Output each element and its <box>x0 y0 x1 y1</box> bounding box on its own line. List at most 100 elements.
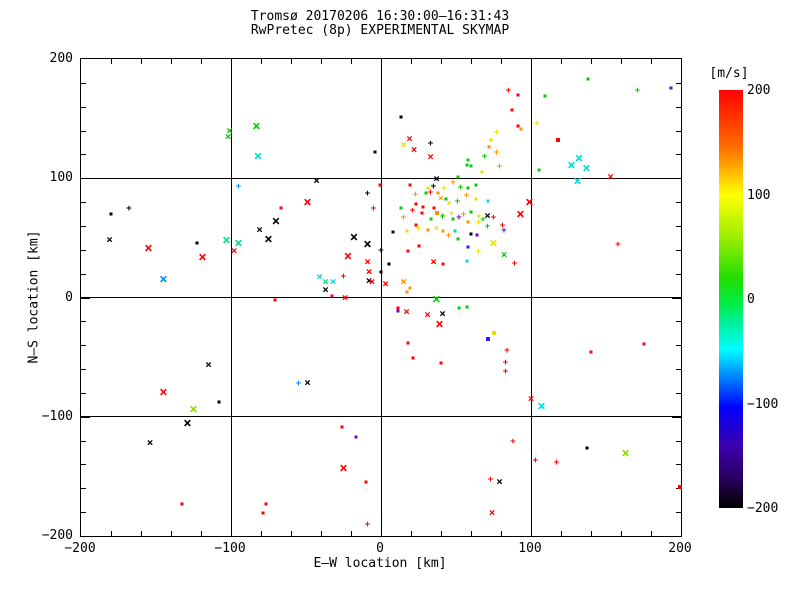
x-axis-tick <box>231 527 232 536</box>
data-point: × <box>496 475 503 489</box>
data-point <box>396 306 399 310</box>
x-axis-tick <box>381 527 382 536</box>
data-point <box>456 175 459 179</box>
data-point: × <box>400 275 407 289</box>
data-point: + <box>415 223 422 234</box>
x-tick-label: 100 <box>518 541 542 556</box>
data-point: + <box>463 191 470 202</box>
data-point <box>466 245 470 249</box>
colorbar-tick-label: 100 <box>747 187 771 203</box>
data-point: + <box>502 358 509 369</box>
data-point: + <box>510 437 516 448</box>
data-point <box>264 502 267 506</box>
data-point <box>447 201 450 205</box>
data-point <box>486 199 489 203</box>
data-point: + <box>400 212 407 223</box>
data-point: + <box>427 138 434 149</box>
x-axis-tick <box>561 531 562 536</box>
data-point <box>273 298 276 302</box>
y-axis-tick <box>676 154 681 156</box>
data-point <box>444 197 447 201</box>
data-point: + <box>481 152 488 163</box>
y-axis-tick <box>676 202 681 204</box>
data-point <box>217 400 221 404</box>
data-point: + <box>634 86 641 97</box>
data-point <box>510 108 513 112</box>
y-axis-tick <box>81 297 90 299</box>
data-point <box>420 211 423 215</box>
y-tick-label: 200 <box>49 51 73 66</box>
data-point: + <box>493 148 500 159</box>
x-axis-tick <box>291 59 292 64</box>
data-point: × <box>488 506 496 520</box>
data-point <box>379 270 383 274</box>
data-point: + <box>484 222 491 233</box>
y-axis-tick <box>81 321 86 323</box>
data-point: × <box>339 460 348 477</box>
data-point <box>466 220 470 224</box>
data-point: + <box>456 212 462 223</box>
data-point <box>279 206 282 210</box>
data-point <box>436 191 440 195</box>
data-point <box>477 214 480 218</box>
data-point: × <box>363 236 372 253</box>
y-axis-tick <box>672 178 681 180</box>
data-point <box>391 230 395 234</box>
x-axis-tick <box>351 531 352 536</box>
data-point: × <box>234 235 243 252</box>
data-point: × <box>573 173 582 190</box>
y-tick-label: 100 <box>49 170 73 186</box>
y-tick-label: −100 <box>41 408 73 424</box>
data-point: × <box>343 248 353 265</box>
data-point: × <box>427 149 434 163</box>
data-point: × <box>230 244 238 258</box>
data-point: × <box>484 209 491 223</box>
colorbar-tick-label: 200 <box>747 83 771 98</box>
y-axis-tick <box>81 225 86 227</box>
data-point: + <box>480 215 486 226</box>
y-tick-label: 0 <box>65 289 73 305</box>
data-point: × <box>537 398 546 415</box>
data-point <box>451 217 455 221</box>
x-axis-tick <box>651 531 652 536</box>
data-point: × <box>403 304 410 318</box>
data-point <box>421 205 425 209</box>
gridline-horizontal <box>81 177 681 179</box>
data-point <box>543 94 546 98</box>
x-axis-tick <box>111 59 112 64</box>
y-axis-tick <box>676 369 681 371</box>
colorbar-gradient <box>719 90 743 508</box>
data-point <box>466 186 470 190</box>
y-axis-tick <box>81 488 86 490</box>
x-axis-tick <box>381 59 382 68</box>
x-axis-tick <box>591 59 592 64</box>
data-point <box>441 213 444 217</box>
data-point: + <box>378 246 384 257</box>
chart-title-line2: RwPretec (8p) EXPERIMENTAL SKYMAP <box>250 23 510 38</box>
data-point <box>474 183 477 187</box>
data-point: + <box>475 247 482 258</box>
data-point: × <box>368 275 376 289</box>
data-point: + <box>409 205 416 216</box>
y-axis-tick <box>676 321 681 323</box>
data-point: × <box>189 401 198 418</box>
data-point <box>434 210 439 215</box>
x-axis-tick <box>141 59 142 64</box>
x-axis-tick <box>261 59 262 64</box>
data-point <box>677 485 682 490</box>
x-axis-tick <box>321 531 322 536</box>
y-axis-tick <box>81 82 86 84</box>
data-point: × <box>183 415 192 432</box>
chart-title: Tromsø 20170206 16:30:00–16:31:43 RwPret… <box>80 10 680 38</box>
y-axis-tick <box>81 202 86 204</box>
data-point: × <box>621 445 630 462</box>
data-point: × <box>322 275 329 289</box>
data-point <box>469 210 473 214</box>
data-point <box>405 290 408 294</box>
data-point: + <box>364 189 371 200</box>
y-axis-tick <box>676 273 681 275</box>
data-point <box>556 138 560 143</box>
data-point: + <box>615 240 621 251</box>
data-point: × <box>159 271 168 288</box>
data-point <box>408 183 411 187</box>
